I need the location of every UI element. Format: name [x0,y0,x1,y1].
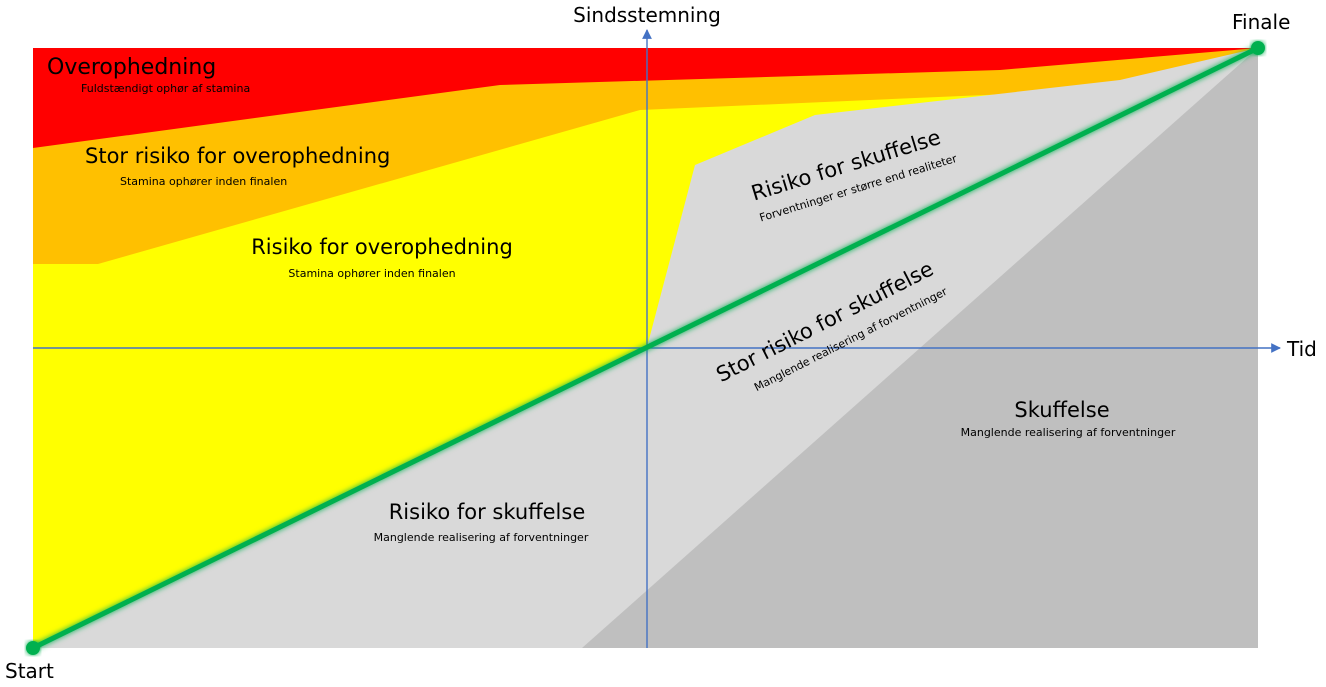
y-axis-label: Sindsstemning [573,3,721,27]
disappointment-title: Skuffelse [1014,398,1109,422]
x-axis-label: Tid [1286,337,1317,361]
risk-disappointment-lower-subtitle: Manglende realisering af forventninger [374,531,589,544]
finale-label: Finale [1232,10,1290,34]
high-risk-overheating-title: Stor risiko for overophedning [85,144,390,168]
disappointment-subtitle: Manglende realisering af forventninger [961,426,1176,439]
overheating-subtitle: Fuldstændigt ophør af stamina [81,82,250,95]
risk-overheating-subtitle: Stamina ophører inden finalen [288,267,455,280]
overheating-title: Overophedning [47,55,216,80]
risk-disappointment-lower-title: Risiko for skuffelse [389,500,586,524]
start-point [26,641,40,655]
finale-point [1251,41,1265,55]
high-risk-overheating-subtitle: Stamina ophører inden finalen [120,175,287,188]
ideal-path-line [31,45,1260,651]
start-label: Start [5,659,54,683]
risk-overheating-title: Risiko for overophedning [251,235,513,259]
zone-red [33,48,1258,148]
